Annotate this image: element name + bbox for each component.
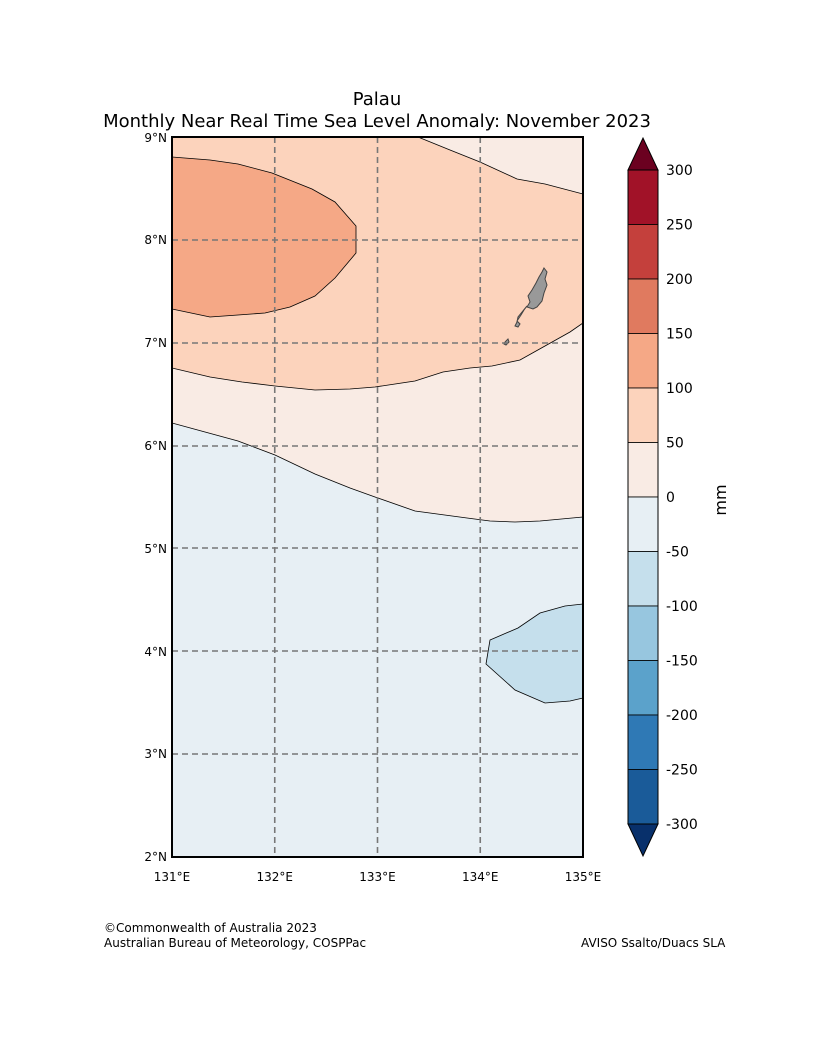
lat-label-9n: 9°N <box>144 131 167 145</box>
colorbar-tick-label: -200 <box>666 708 698 724</box>
map-panel[interactable] <box>171 136 584 858</box>
palau-land-south <box>514 305 528 328</box>
colorbar-over-triangle <box>627 136 659 171</box>
gridlines <box>172 137 583 857</box>
footer-credits: ©Commonwealth of Australia 2023 Australi… <box>104 921 366 951</box>
colorbar-under-triangle <box>627 823 659 858</box>
colorbar-tick-label: 300 <box>666 163 693 179</box>
lat-label-3n: 3°N <box>144 747 167 761</box>
colorbar: 300 250 200 150 100 50 0 -50 -100 -150 -200 -250 -30… <box>627 136 730 858</box>
colorbar-segment <box>627 278 659 334</box>
colorbar-segment <box>627 605 659 661</box>
lon-label-135e: 135°E <box>565 870 602 884</box>
palau-land <box>526 267 548 310</box>
anomaly-region-neg100-neg50 <box>485 603 583 704</box>
lon-label-134e: 134°E <box>462 870 499 884</box>
data-source-text: AVISO Ssalto/Duacs SLA <box>581 936 726 950</box>
lat-label-2n: 2°N <box>144 850 167 864</box>
colorbar-tick-label: 250 <box>666 218 693 234</box>
colorbar-tick-label: -300 <box>666 817 698 833</box>
colorbar-tick-label: 200 <box>666 272 693 288</box>
lon-label-133e: 133°E <box>359 870 396 884</box>
colorbar-segment <box>627 769 659 825</box>
lat-label-7n: 7°N <box>144 336 167 350</box>
organization-text: Australian Bureau of Meteorology, COSPPa… <box>104 936 367 950</box>
colorbar-segment <box>627 496 659 552</box>
colorbar-tick-label: -50 <box>666 545 689 561</box>
colorbar-segment <box>627 387 659 443</box>
latitude-labels: 9°N 8°N 7°N 6°N 5°N 4°N 3°N 2°N <box>144 131 167 864</box>
anomaly-region-100-150 <box>172 156 357 318</box>
colorbar-segment <box>627 714 659 770</box>
colorbar-tick-label: -150 <box>666 654 698 670</box>
lon-label-131e: 131°E <box>154 870 191 884</box>
colorbar-segment <box>627 551 659 607</box>
lat-label-6n: 6°N <box>144 439 167 453</box>
lat-label-4n: 4°N <box>144 645 167 659</box>
colorbar-tick-label: -100 <box>666 599 698 615</box>
lon-label-132e: 132°E <box>257 870 294 884</box>
colorbar-tick-label: 100 <box>666 381 693 397</box>
colorbar-segment <box>627 660 659 716</box>
map-subtitle: Monthly Near Real Time Sea Level Anomaly… <box>103 111 651 132</box>
colorbar-tick-label: 150 <box>666 327 693 343</box>
colorbar-unit-label: mm <box>711 484 730 515</box>
longitude-labels: 131°E 132°E 133°E 134°E 135°E <box>154 870 602 884</box>
colorbar-frame <box>627 169 659 825</box>
colorbar-segment <box>627 169 659 225</box>
colorbar-tick-label: 50 <box>666 436 684 452</box>
lat-label-8n: 8°N <box>144 233 167 247</box>
colorbar-segment <box>627 442 659 498</box>
copyright-text: ©Commonwealth of Australia 2023 <box>104 921 317 935</box>
colorbar-segment <box>627 224 659 280</box>
colorbar-tick-label: 0 <box>666 490 675 506</box>
lat-label-5n: 5°N <box>144 542 167 556</box>
map-frame <box>171 136 584 858</box>
map-title: Palau <box>353 89 402 110</box>
colorbar-segment <box>627 333 659 389</box>
colorbar-tick-label: -250 <box>666 763 698 779</box>
